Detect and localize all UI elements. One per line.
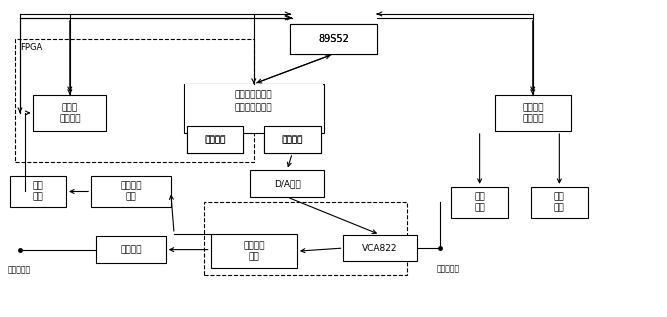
Text: 信号输入端: 信号输入端 (436, 264, 460, 273)
Text: 信号输出端: 信号输出端 (8, 266, 31, 275)
Bar (10, 176, 66, 207)
Bar (204, 203, 407, 275)
Text: 档位选通: 档位选通 (205, 135, 226, 144)
Text: 液晶
显示: 液晶 显示 (554, 192, 565, 212)
Text: 矩阵
键盘: 矩阵 键盘 (474, 192, 485, 212)
Bar (15, 39, 253, 162)
Text: 89S52: 89S52 (318, 34, 349, 44)
Bar (290, 24, 377, 54)
Bar (264, 126, 321, 153)
Text: 电压控制: 电压控制 (281, 135, 303, 144)
Text: 宽带放大器控制: 宽带放大器控制 (235, 104, 273, 113)
Bar (96, 236, 166, 263)
Text: D/A转换: D/A转换 (273, 179, 300, 188)
Bar (452, 187, 508, 218)
Text: 档位选通: 档位选通 (205, 135, 225, 144)
Bar (344, 235, 416, 262)
Text: 电压控制: 电压控制 (282, 135, 302, 144)
Bar (184, 84, 323, 133)
Text: 人机交互
控制模块: 人机交互 控制模块 (522, 103, 544, 123)
Bar (290, 24, 377, 54)
Bar (185, 84, 323, 132)
Bar (494, 95, 571, 131)
Text: 程控放大
输出: 程控放大 输出 (120, 181, 141, 202)
Text: 89S52: 89S52 (318, 34, 349, 44)
Text: 功率放大: 功率放大 (120, 245, 141, 254)
Bar (187, 126, 243, 153)
Text: VCA822: VCA822 (362, 243, 398, 253)
Bar (33, 95, 106, 131)
Bar (91, 176, 171, 207)
Bar (264, 126, 321, 153)
Bar (187, 126, 243, 153)
Bar (251, 170, 323, 197)
Text: 后级可选
增益: 后级可选 增益 (243, 241, 265, 261)
Bar (531, 187, 588, 218)
Bar (211, 234, 297, 268)
Text: 数字
峰检: 数字 峰检 (33, 181, 43, 202)
Text: 有效值
采样控制: 有效值 采样控制 (59, 103, 81, 123)
Text: 宽带放大器控制: 宽带放大器控制 (235, 90, 273, 99)
Text: FPGA: FPGA (20, 43, 42, 52)
